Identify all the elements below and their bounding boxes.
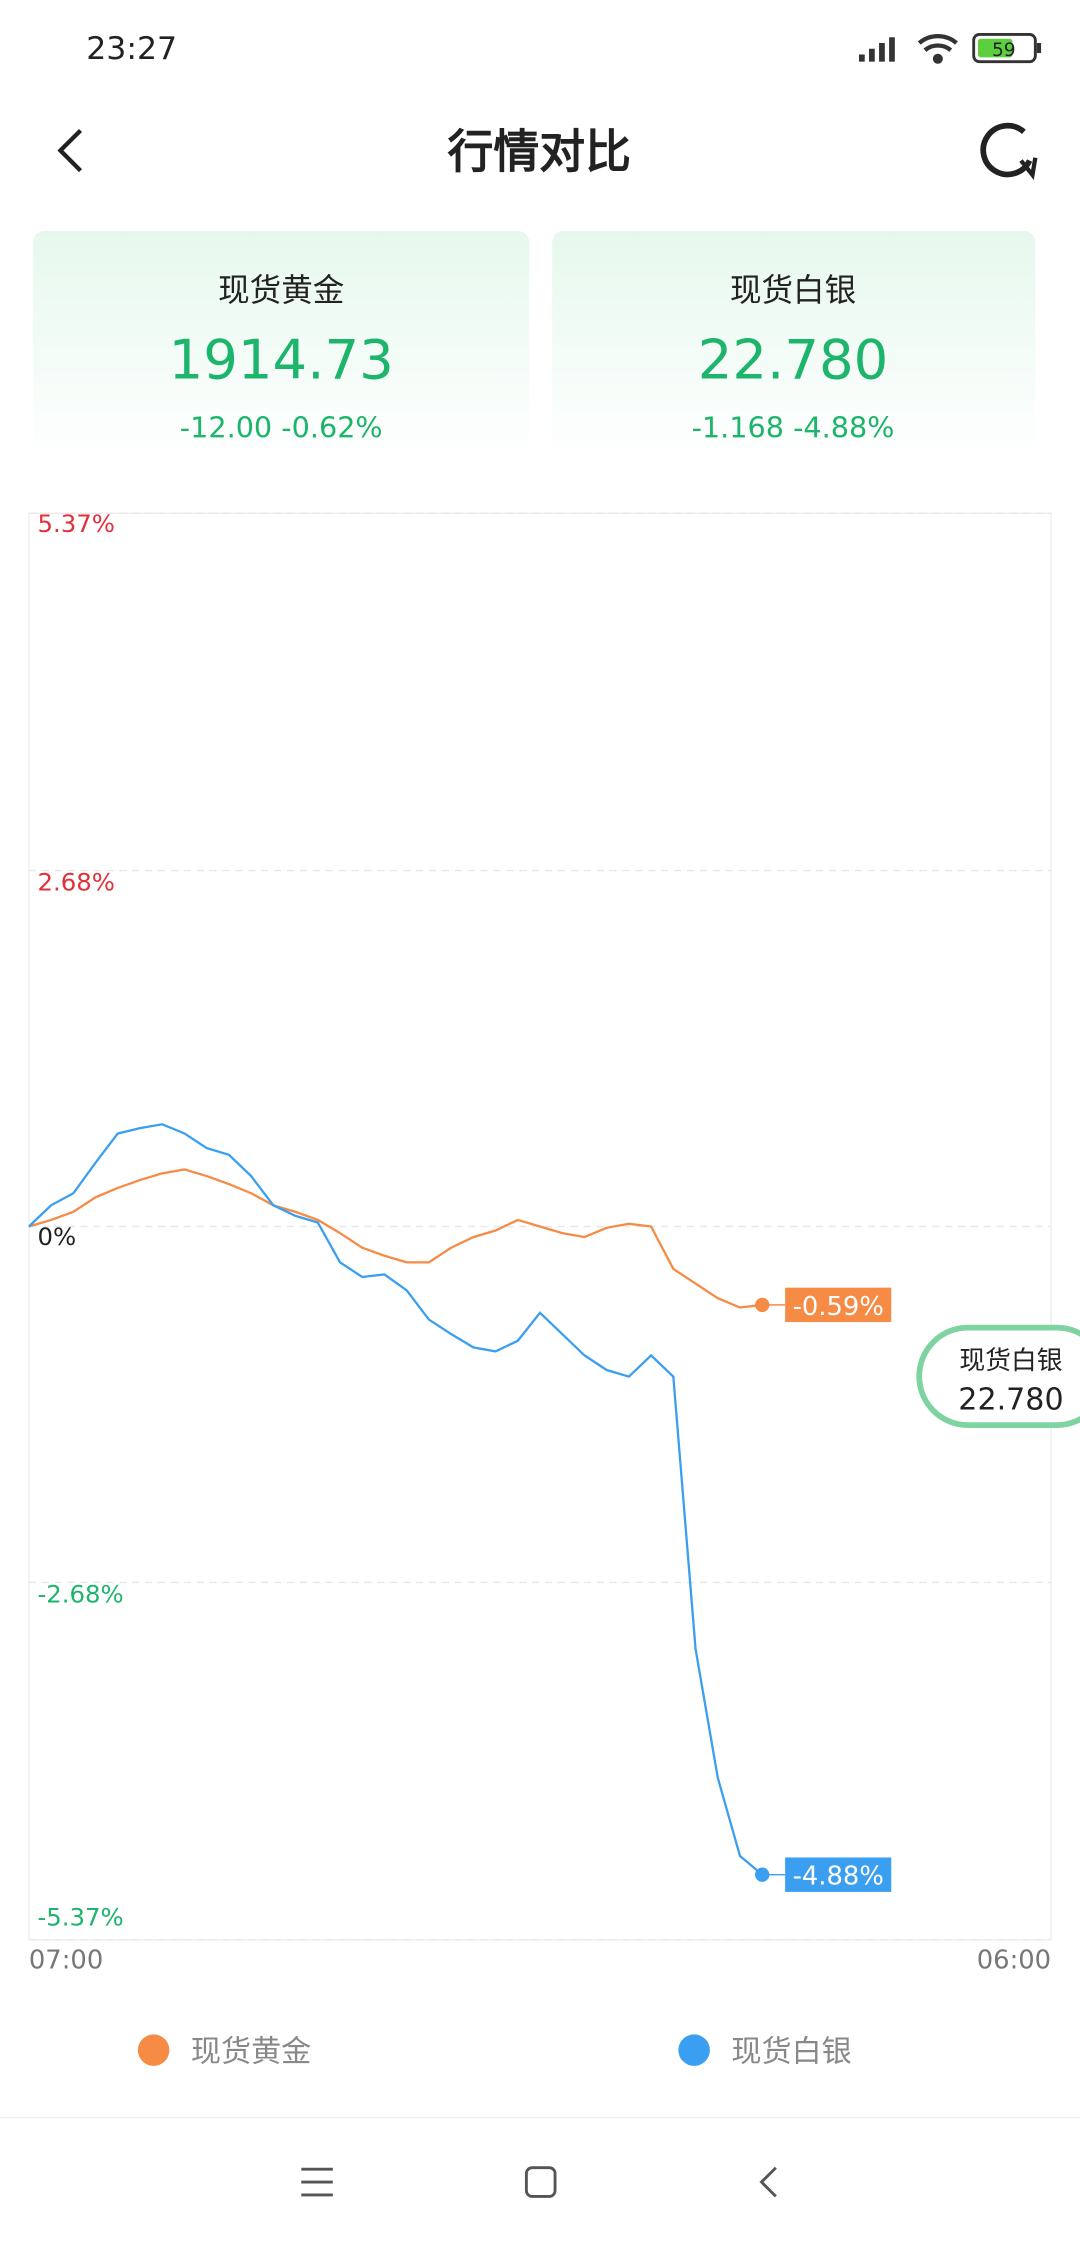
y-tick-label: -2.68%	[37, 1580, 123, 1609]
tooltip-name: 现货白银	[959, 1346, 1062, 1376]
x-tick-label: 06:00	[977, 1945, 1051, 1975]
y-tick-label: 2.68%	[37, 868, 114, 897]
percent: -4.88%	[793, 410, 894, 444]
card-change: -1.168 -4.88%	[692, 410, 895, 444]
x-tick-label: 07:00	[29, 1945, 103, 1975]
tooltip-value: 22.780	[958, 1382, 1063, 1417]
end-dot	[755, 1867, 770, 1882]
end-label: -4.88%	[793, 1862, 884, 1892]
status-time: 23:27	[86, 31, 177, 67]
card-price: 22.780	[698, 327, 889, 391]
back-button[interactable]	[57, 128, 83, 173]
signal-icon	[858, 37, 895, 62]
y-tick-label: 0%	[37, 1222, 76, 1251]
card-name: 现货黄金	[218, 273, 344, 309]
wifi-icon	[917, 33, 958, 64]
end-label-bg	[785, 1857, 892, 1892]
menu-button[interactable]	[301, 2167, 333, 2197]
battery-level: 59	[992, 40, 1016, 61]
card-name: 现货白银	[730, 273, 856, 309]
percent: -0.62%	[281, 410, 382, 444]
legend-swatch	[678, 2034, 710, 2066]
y-tick-label: -5.37%	[37, 1902, 123, 1931]
card-change: -12.00 -0.62%	[180, 410, 383, 444]
nav-back-button[interactable]	[759, 2166, 777, 2198]
tooltip: 现货白银 22.780	[916, 1324, 1080, 1428]
series-line	[28, 1123, 763, 1876]
legend-swatch	[137, 2034, 170, 2066]
card-price: 1914.73	[169, 327, 394, 391]
end-label-bg	[785, 1287, 892, 1323]
battery-icon: 59	[972, 32, 1042, 64]
end-dot	[755, 1297, 770, 1313]
change: -12.00	[180, 410, 272, 444]
home-button[interactable]	[524, 2166, 557, 2198]
legend-label: 现货黄金	[191, 2035, 311, 2070]
series-line	[28, 1168, 763, 1309]
change: -1.168	[692, 410, 784, 444]
legend: 现货黄金 现货白银	[137, 2034, 852, 2070]
refresh-button[interactable]	[980, 122, 1038, 181]
gold-card[interactable]	[33, 230, 530, 461]
silver-card[interactable]	[552, 230, 1036, 461]
y-tick-label: 5.37%	[37, 509, 114, 538]
chart: 5.37% 2.68% 0% -2.68% -5.37% 07:00 06:00 -0.59%…	[28, 509, 1051, 1975]
legend-label: 现货白银	[731, 2035, 851, 2070]
page-title: 行情对比	[448, 125, 631, 179]
end-label: -0.59%	[793, 1292, 884, 1322]
